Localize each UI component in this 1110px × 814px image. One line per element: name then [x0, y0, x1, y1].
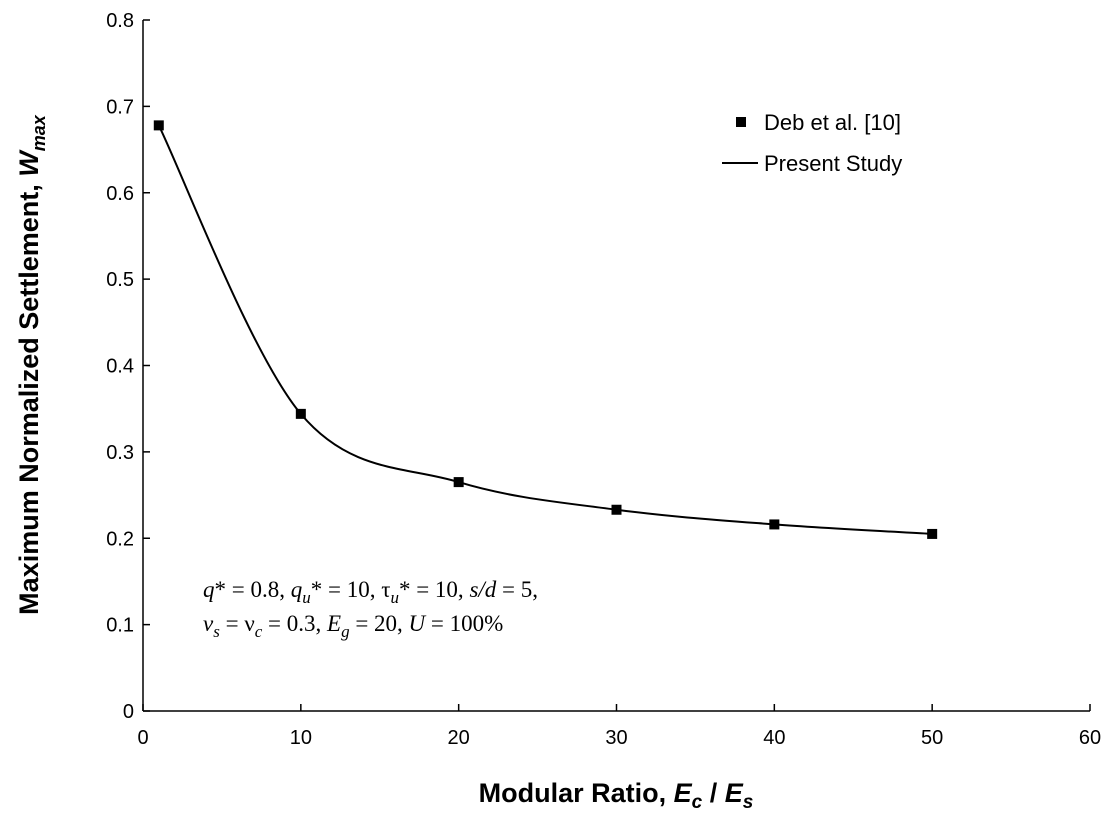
parameter-note-line-1: q* = 0.8, qu* = 10, τu* = 10, s/d = 5,	[203, 577, 538, 607]
y-tick-label: 0.2	[106, 528, 134, 550]
y-tick-label: 0.1	[106, 615, 134, 637]
deb-markers	[153, 120, 938, 539]
legend-marker-deb	[736, 117, 746, 127]
y-axis-title: Maximum Normalized Settlement, Wmax	[14, 114, 49, 615]
y-tick-label: 0.8	[106, 10, 134, 32]
y-tick-label: 0.3	[106, 442, 134, 464]
y-tick-label: 0.6	[106, 183, 134, 205]
data-point	[453, 477, 464, 488]
legend: Deb et al. [10] Present Study	[722, 110, 902, 176]
present-study-line	[157, 124, 933, 535]
data-point	[295, 408, 306, 419]
x-tick-label: 30	[605, 727, 627, 749]
axes	[142, 20, 1090, 712]
y-tick-label: 0.5	[106, 269, 134, 291]
x-tick-label: 0	[137, 727, 148, 749]
y-ticks: 0 0.1 0.2 0.3 0.4 0.5 0.6 0.7 0.8	[106, 10, 150, 723]
y-tick-label: 0.7	[106, 96, 134, 118]
y-tick-label: 0.4	[106, 356, 134, 378]
data-point	[927, 528, 938, 539]
data-point	[153, 120, 164, 131]
y-tick-label: 0	[123, 701, 134, 723]
parameter-note-line-2: νs = νc = 0.3, Eg = 20, U = 100%	[203, 611, 503, 641]
legend-label-present: Present Study	[764, 151, 902, 176]
x-tick-label: 40	[763, 727, 785, 749]
x-tick-label: 20	[448, 727, 470, 749]
legend-label-deb: Deb et al. [10]	[764, 110, 901, 135]
x-tick-label: 50	[921, 727, 943, 749]
data-point	[769, 519, 780, 530]
x-tick-label: 10	[290, 727, 312, 749]
x-ticks: 0 10 20 30 40 50 60	[137, 704, 1101, 749]
data-point	[611, 504, 622, 515]
parameter-note: q* = 0.8, qu* = 10, τu* = 10, s/d = 5, ν…	[203, 577, 538, 641]
x-axis-title: Modular Ratio, Ec / Es	[479, 778, 754, 813]
x-tick-label: 60	[1079, 727, 1101, 749]
